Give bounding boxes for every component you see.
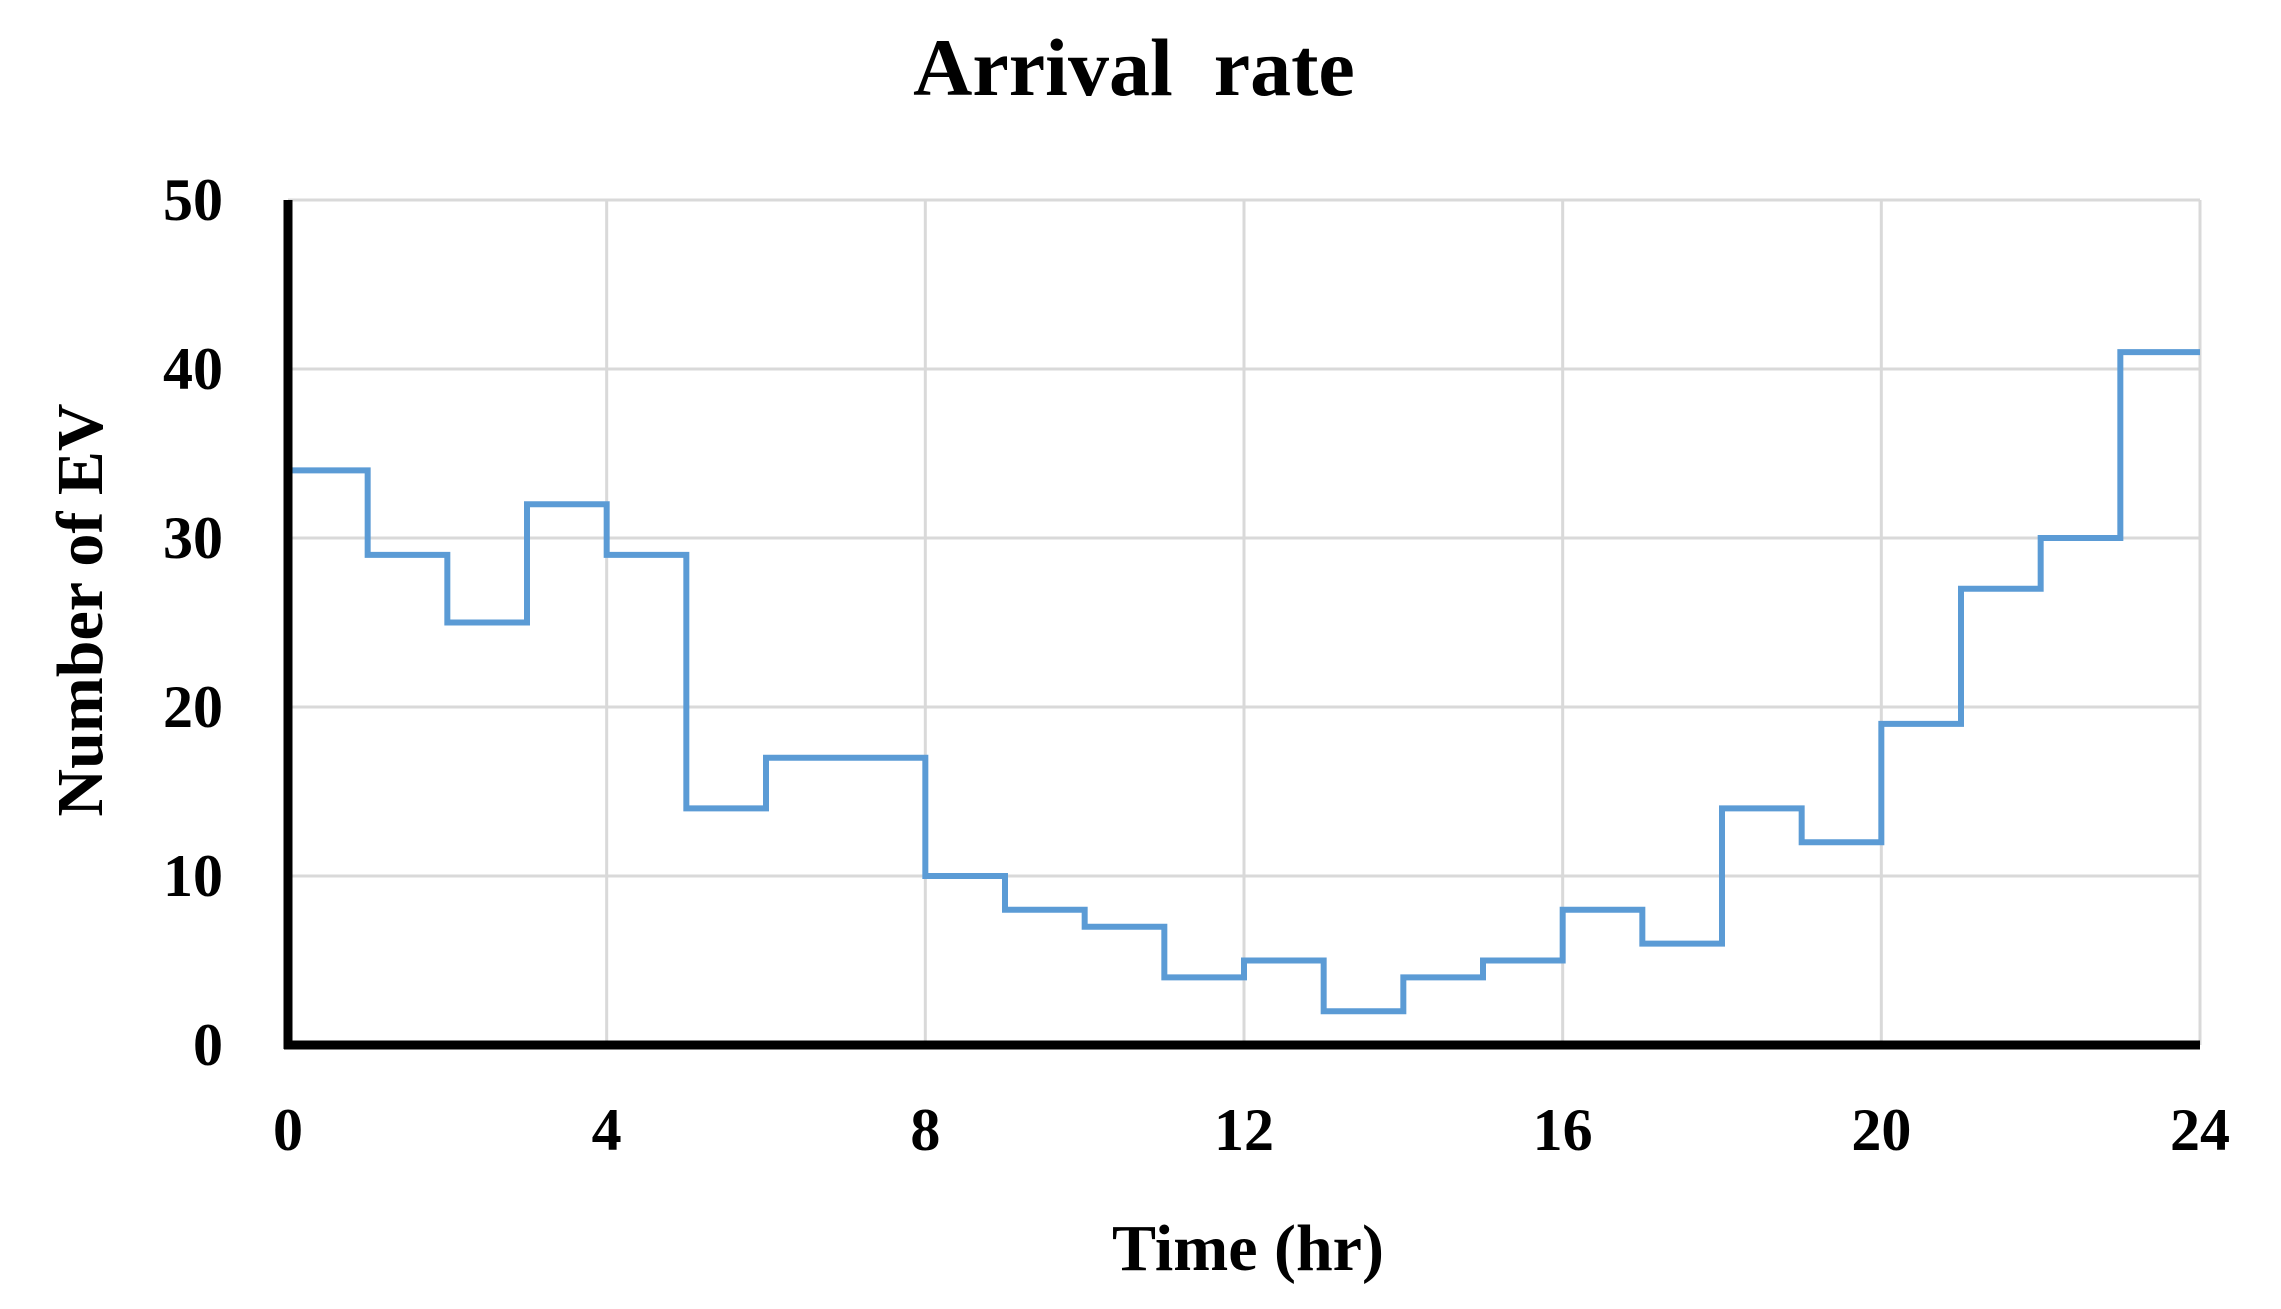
grid (288, 198, 2202, 1045)
x-axis-label: Time (hr) (1112, 1212, 1384, 1285)
y-tick-label: 0 (193, 1012, 223, 1078)
x-tick-label: 16 (1533, 1097, 1593, 1163)
y-tick-label: 10 (163, 843, 223, 909)
tick-labels: 0 4 8 12 16 20 24 0 10 20 30 40 50 (163, 167, 2230, 1163)
y-axis-label: Number of EV (44, 403, 117, 816)
y-tick-label: 50 (163, 167, 223, 233)
y-tick-label: 30 (163, 505, 223, 571)
x-tick-label: 8 (910, 1097, 940, 1163)
x-tick-label: 12 (1214, 1097, 1274, 1163)
axes (283, 200, 2200, 1050)
x-tick-label: 20 (1851, 1097, 1911, 1163)
x-tick-label: 4 (592, 1097, 622, 1163)
arrival-rate-line (288, 349, 2200, 1015)
x-tick-label: 24 (2170, 1097, 2230, 1163)
y-tick-label: 40 (163, 336, 223, 402)
series-group (288, 349, 2200, 1015)
chart-title: Arrival rate (913, 22, 1355, 113)
x-tick-label: 0 (273, 1097, 303, 1163)
y-tick-label: 20 (163, 674, 223, 740)
